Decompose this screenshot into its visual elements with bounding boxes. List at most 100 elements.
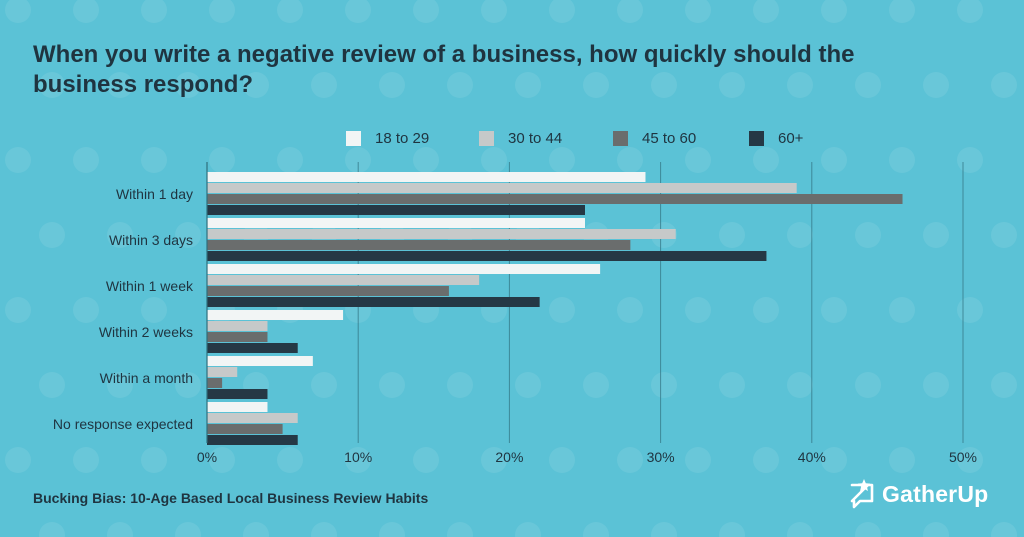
background-dot	[5, 147, 31, 173]
background-dot	[617, 0, 643, 23]
background-dot	[821, 147, 847, 173]
background-dot	[209, 147, 235, 173]
background-dot	[379, 522, 405, 537]
background-dot	[923, 72, 949, 98]
legend-swatch	[479, 130, 494, 146]
bar	[207, 275, 480, 285]
legend-swatch	[613, 130, 628, 146]
bar	[207, 356, 313, 366]
legend: 18 to 29 30 to 44 45 to 60 60+	[0, 126, 1024, 150]
background-dot	[651, 522, 677, 537]
category-label: No response expected	[53, 416, 193, 432]
background-dot	[379, 72, 405, 98]
bar	[207, 194, 903, 204]
background-dot	[549, 297, 575, 323]
background-dot	[175, 522, 201, 537]
background-dot	[991, 222, 1017, 248]
background-dot	[583, 522, 609, 537]
background-dot	[73, 297, 99, 323]
bar	[207, 251, 767, 261]
background-dot	[277, 447, 303, 473]
background-dot	[209, 0, 235, 23]
background-dot	[617, 297, 643, 323]
bar	[207, 297, 540, 307]
background-dot	[957, 0, 983, 23]
x-tick-label: 10%	[344, 449, 372, 465]
background-dot	[39, 72, 65, 98]
background-dot	[651, 372, 677, 398]
bar	[207, 378, 223, 388]
background-dot	[821, 0, 847, 23]
category-label: Within 2 weeks	[99, 324, 193, 340]
legend-label: 45 to 60	[642, 129, 697, 147]
legend-item: 45 to 60	[613, 126, 696, 150]
background-dot	[991, 372, 1017, 398]
bar	[207, 402, 268, 412]
background-dot	[447, 522, 473, 537]
legend-swatch	[346, 130, 361, 146]
background-dot	[345, 447, 371, 473]
background-dot	[311, 372, 337, 398]
background-dot	[379, 372, 405, 398]
background-dot	[481, 0, 507, 23]
background-dot	[73, 0, 99, 23]
background-dot	[107, 222, 133, 248]
bar	[207, 321, 268, 331]
background-dot	[753, 297, 779, 323]
background-dot	[5, 0, 31, 23]
background-dot	[889, 297, 915, 323]
bar	[207, 435, 298, 445]
background-dot	[39, 222, 65, 248]
category-label: Within a month	[100, 370, 193, 386]
background-dot	[141, 0, 167, 23]
bar	[207, 229, 676, 239]
background-dot	[889, 147, 915, 173]
background-dot	[141, 447, 167, 473]
bar	[207, 367, 238, 377]
background-dot	[617, 447, 643, 473]
background-dot	[549, 147, 575, 173]
legend-label: 30 to 44	[508, 129, 563, 147]
x-tick-label: 50%	[949, 449, 977, 465]
background-dot	[923, 372, 949, 398]
background-dot	[685, 147, 711, 173]
background-dot	[719, 222, 745, 248]
background-dot	[481, 147, 507, 173]
background-dot	[243, 72, 269, 98]
background-dot	[583, 72, 609, 98]
legend-label: 60+	[778, 129, 804, 147]
background-dot	[39, 372, 65, 398]
background-dot	[821, 447, 847, 473]
background-dot	[277, 147, 303, 173]
background-dot	[243, 522, 269, 537]
bar	[207, 343, 298, 353]
background-dot	[413, 0, 439, 23]
chart-title: When you write a negative review of a bu…	[33, 41, 855, 98]
x-tick-label: 40%	[798, 449, 826, 465]
background-dot	[855, 522, 881, 537]
legend-swatch	[749, 130, 764, 146]
background-dot	[107, 522, 133, 537]
background-dot	[107, 372, 133, 398]
background-dot	[957, 447, 983, 473]
background-dot	[345, 0, 371, 23]
background-dot	[685, 447, 711, 473]
background-dot	[889, 447, 915, 473]
brand-logo: GatherUp	[848, 478, 988, 510]
background-dot	[991, 522, 1017, 537]
category-label: Within 1 week	[106, 278, 194, 294]
background-dot	[753, 447, 779, 473]
bar	[207, 218, 585, 228]
background-dot	[447, 72, 473, 98]
background-dot	[175, 222, 201, 248]
bar	[207, 264, 601, 274]
background-dot	[719, 72, 745, 98]
bar	[207, 413, 298, 423]
background-dot	[583, 372, 609, 398]
x-tick-label: 30%	[647, 449, 675, 465]
background-dot	[515, 522, 541, 537]
background-dot	[175, 372, 201, 398]
background-dot	[821, 297, 847, 323]
background-dot	[311, 72, 337, 98]
background-dot	[481, 447, 507, 473]
